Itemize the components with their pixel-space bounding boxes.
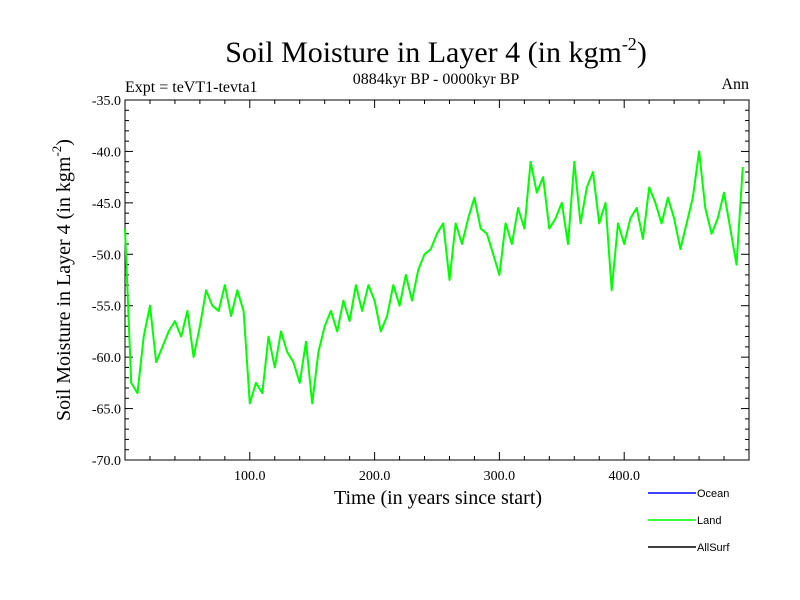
x-tick-label: 300.0 — [484, 469, 516, 484]
legend-label-ocean: Ocean — [697, 488, 729, 500]
series-line-land — [124, 150, 744, 405]
x-tick-label: 200.0 — [359, 469, 391, 484]
y-tick-label: -60.0 — [92, 351, 121, 366]
axis-ticks: -35.0 -40.0 -45.0 -50.0 -55.0 -60.0 -65.0 -70.0… — [92, 94, 750, 484]
y-tick-label: -70.0 — [92, 454, 121, 469]
experiment-label: Expt = teVT1-tevta1 — [125, 79, 258, 96]
season-label: Ann — [721, 76, 749, 93]
chart-subtitle: 0884kyr BP - 0000kyr BP — [353, 71, 520, 88]
y-axis-label: Soil Moisture in Layer 4 (in kgm-2) — [49, 139, 75, 421]
y-tick-label: -65.0 — [92, 403, 121, 418]
chart-title: Soil Moisture in Layer 4 (in kgm-2) — [225, 34, 647, 69]
y-tick-label: -40.0 — [92, 145, 121, 160]
plot-area: -35.0 -40.0 -45.0 -50.0 -55.0 -60.0 -65.0 -70.0… — [92, 94, 750, 484]
y-tick-label: -35.0 — [92, 94, 121, 109]
x-tick-label: 100.0 — [234, 469, 266, 484]
series-layer — [124, 150, 744, 405]
legend: Ocean Land AllSurf — [648, 488, 730, 554]
y-tick-label: -55.0 — [92, 300, 121, 315]
legend-label-land: Land — [697, 515, 721, 527]
y-tick-label: -45.0 — [92, 197, 121, 212]
plot-frame — [124, 99, 750, 461]
legend-label-allsurf: AllSurf — [697, 542, 730, 554]
y-tick-label: -50.0 — [92, 248, 121, 263]
x-tick-label: 400.0 — [608, 469, 640, 484]
x-axis-label: Time (in years since start) — [334, 487, 542, 509]
